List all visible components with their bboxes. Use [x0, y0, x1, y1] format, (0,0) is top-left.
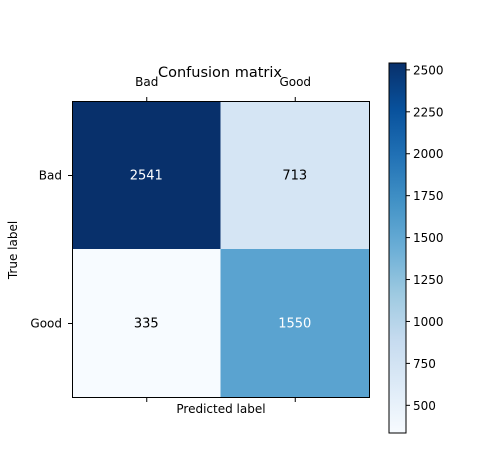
cell-value-label: 713 [282, 169, 307, 184]
x-tick-label: Good [279, 75, 311, 89]
y-axis-label: True label [6, 221, 20, 280]
colorbar-tick-label: 2000 [413, 147, 444, 161]
colorbar-ticks: 500 750 1000 1250 1500 1750 2000 2250 2500 [406, 63, 444, 413]
colorbar-tick-label: 1500 [413, 231, 444, 245]
y-tick-label: Good [30, 317, 62, 331]
colorbar-tick-label: 750 [413, 357, 436, 371]
cell-value-label: 1550 [278, 317, 311, 332]
x-axis-label: Predicted label [176, 402, 265, 416]
heatmap-cell-labels: 2541 713 335 1550 [130, 169, 312, 332]
plot-frame [72, 101, 370, 398]
y-tick-label: Bad [39, 169, 62, 183]
colorbar-tick-label: 2250 [413, 105, 444, 119]
heatmap-cell [72, 249, 221, 397]
heatmap-cell [220, 101, 369, 249]
colorbar-tick-label: 1000 [413, 315, 444, 329]
colorbar-tick-label: 1750 [413, 189, 444, 203]
colorbar-tick-label: 1250 [413, 273, 444, 287]
heatmap-cell [220, 249, 369, 397]
chart-title: Confusion matrix [158, 65, 282, 81]
heatmap-cell [72, 101, 221, 249]
x-axis-ticks: Bad Good [135, 75, 311, 402]
heatmap-cells [72, 101, 369, 397]
y-axis-ticks: Bad Good [30, 169, 72, 331]
colorbar-tick-label: 500 [413, 399, 436, 413]
colorbar [388, 62, 407, 434]
colorbar-tick-label: 2500 [413, 63, 444, 77]
x-tick-label: Bad [135, 75, 158, 89]
cell-value-label: 2541 [130, 169, 163, 184]
cell-value-label: 335 [134, 317, 159, 332]
